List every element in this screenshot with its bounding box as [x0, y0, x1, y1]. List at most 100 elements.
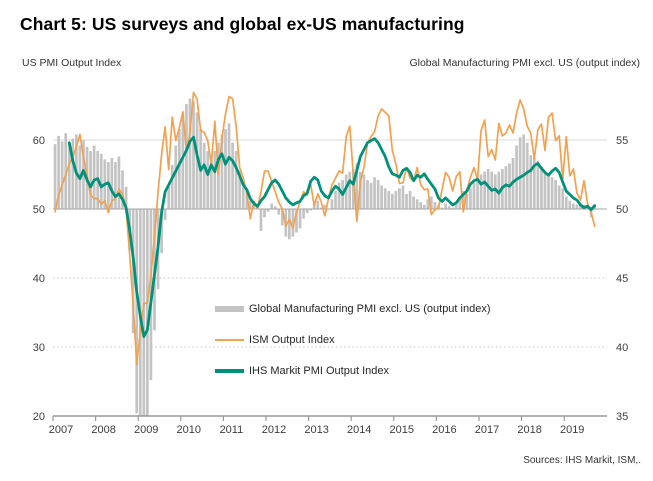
bar: [213, 151, 217, 209]
bar: [227, 123, 231, 209]
bar: [465, 193, 469, 209]
bar: [92, 145, 96, 209]
bar: [380, 185, 384, 209]
bar: [53, 144, 57, 209]
bar: [532, 157, 536, 209]
bar: [305, 209, 309, 214]
bar: [547, 174, 550, 209]
bar: [394, 191, 398, 209]
bar: [252, 203, 256, 209]
legend-item-markit: IHS Markit PMI Output Index: [215, 355, 491, 386]
bar: [373, 177, 376, 209]
x-tick-label-2017: 2017: [475, 424, 499, 436]
bar: [302, 209, 305, 219]
bar: [579, 206, 582, 209]
bar: [280, 209, 284, 226]
bar: [316, 200, 320, 209]
bar: [217, 142, 220, 209]
bar: [540, 166, 543, 209]
bar: [422, 204, 426, 209]
bar: [167, 186, 171, 209]
bar: [454, 202, 458, 209]
x-tick-label-2014: 2014: [347, 424, 371, 436]
bar: [412, 196, 415, 209]
left-tick-label-50: 50: [33, 204, 45, 216]
x-tick-label-2011: 2011: [220, 424, 244, 436]
bar: [146, 209, 149, 416]
x-tick-label-2008: 2008: [91, 424, 115, 436]
bar: [486, 168, 490, 209]
bar: [444, 203, 447, 209]
bar: [536, 160, 540, 209]
bar: [270, 203, 273, 209]
left-tick-label-30: 30: [33, 342, 45, 354]
bar: [561, 188, 565, 209]
bar: [568, 200, 572, 209]
legend: Global Manufacturing PMI excl. US (outpu…: [215, 293, 491, 386]
bar: [114, 162, 117, 209]
bar: [117, 156, 121, 209]
bar: [529, 155, 533, 209]
left-axis-title: US PMI Output Index: [22, 57, 122, 69]
bar: [319, 207, 323, 209]
chart-title: Chart 5: US surveys and global ex-US man…: [20, 14, 465, 34]
bar: [430, 196, 433, 209]
legend-swatch-gray-bar: [215, 305, 244, 312]
source-note: Sources: IHS Markit, ISM,.: [523, 455, 641, 466]
bar: [71, 138, 75, 209]
bar: [351, 168, 355, 209]
line-series-ihs-markit: [67, 135, 597, 339]
bar: [248, 200, 252, 209]
bar: [458, 196, 462, 209]
bar: [181, 112, 185, 209]
right-tick-label-45: 45: [616, 273, 628, 285]
x-tick-label-2009: 2009: [134, 424, 158, 436]
bar: [383, 188, 387, 209]
left-tick-label-20: 20: [33, 411, 45, 423]
bar: [518, 137, 522, 209]
bar: [209, 159, 213, 209]
bar: [174, 145, 178, 209]
bar: [557, 185, 561, 209]
bar: [295, 209, 298, 233]
bar: [479, 174, 483, 209]
bar: [192, 101, 195, 209]
bar: [362, 174, 366, 209]
legend-item-global-bars: Global Manufacturing PMI excl. US (outpu…: [215, 293, 491, 324]
bar: [60, 141, 64, 209]
bar: [493, 174, 497, 209]
bar: [390, 193, 394, 209]
bar: [82, 140, 85, 209]
x-tick-label-2018: 2018: [517, 424, 541, 436]
bar: [110, 157, 114, 209]
bar: [64, 133, 68, 209]
bar: [57, 135, 60, 209]
bar: [433, 202, 437, 209]
bar: [572, 203, 575, 209]
bar: [426, 199, 430, 209]
bar: [277, 209, 281, 215]
bar: [288, 209, 291, 240]
bar: [344, 174, 348, 209]
left-tick-label-60: 60: [33, 135, 45, 147]
bar: [401, 185, 405, 209]
bar: [355, 163, 359, 209]
right-axis-title: Global Manufacturing PMI excl. US (outpu…: [409, 57, 640, 69]
bar: [160, 209, 163, 254]
bar: [476, 177, 479, 209]
right-tick-label-35: 35: [616, 411, 628, 423]
bar: [504, 166, 508, 209]
bar: [415, 199, 419, 209]
bar: [231, 142, 234, 209]
x-tick-label-2010: 2010: [177, 424, 201, 436]
bar: [234, 151, 238, 209]
legend-item-ism: ISM Output Index: [215, 324, 491, 355]
legend-swatch-orange-line: [215, 338, 244, 341]
x-tick-label-2012: 2012: [262, 424, 286, 436]
bar: [337, 182, 341, 209]
bar: [206, 151, 210, 209]
bar: [472, 182, 476, 209]
legend-swatch-teal-line: [215, 368, 244, 373]
bar: [224, 128, 227, 209]
